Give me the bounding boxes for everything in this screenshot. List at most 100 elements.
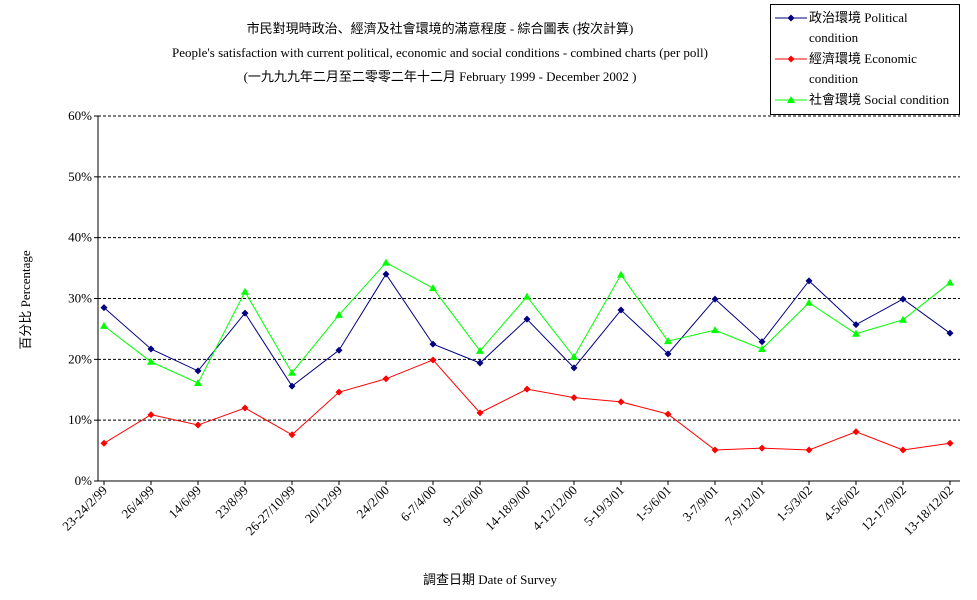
marker [852, 321, 860, 329]
marker [429, 356, 437, 364]
marker [241, 287, 249, 295]
legend-entry: 經濟環境 Economic condition [773, 49, 957, 89]
x-tick-label: 23-24/2/99 [59, 483, 110, 534]
x-tick-label: 1-5/6/01 [632, 483, 674, 525]
marker [946, 439, 954, 447]
marker [617, 306, 625, 314]
y-tick-label: 30% [68, 291, 92, 306]
x-tick-label: 26/4/99 [118, 483, 157, 522]
x-axis-title: 調查日期 Date of Survey [423, 572, 557, 587]
marker [570, 352, 578, 360]
legend-label: 政治環境 Political condition [809, 10, 908, 45]
marker [617, 270, 625, 278]
chart-subtitle: People's satisfaction with current polit… [172, 45, 708, 60]
marker [617, 398, 625, 406]
marker [664, 410, 672, 418]
marker [100, 304, 108, 312]
marker [899, 295, 907, 303]
legend-swatch [775, 55, 807, 63]
marker [147, 345, 155, 353]
marker [288, 431, 296, 439]
marker [335, 388, 343, 396]
marker [523, 292, 531, 300]
x-tick-label: 5-19/3/01 [581, 483, 627, 529]
marker [194, 379, 202, 387]
marker [899, 446, 907, 454]
y-tick-label: 50% [68, 169, 92, 184]
x-tick-label: 14/6/99 [165, 483, 204, 522]
x-tick-label: 3-7/9/01 [679, 483, 721, 525]
marker [241, 309, 249, 317]
marker [476, 359, 484, 367]
series-line [103, 261, 951, 384]
x-tick-label: 1-5/3/02 [773, 483, 815, 525]
marker [523, 385, 531, 393]
marker [288, 368, 296, 376]
marker [194, 367, 202, 375]
marker [758, 444, 766, 452]
series-line [103, 359, 951, 451]
legend-swatch [775, 14, 807, 22]
y-tick-label: 40% [68, 230, 92, 245]
marker [711, 295, 719, 303]
x-tick-label: 24/2/00 [353, 483, 392, 522]
y-tick-label: 20% [68, 351, 92, 366]
series-line [103, 273, 951, 387]
marker [429, 340, 437, 348]
marker [664, 350, 672, 358]
marker [147, 411, 155, 419]
marker [429, 284, 437, 292]
chart-subtitle: (一九九九年二月至二零零二年十二月 February 1999 - Decemb… [244, 69, 637, 84]
marker [194, 421, 202, 429]
marker [382, 375, 390, 383]
marker [946, 278, 954, 286]
marker [787, 14, 795, 22]
x-tick-label: 4-5/6/02 [820, 483, 862, 525]
marker [100, 439, 108, 447]
marker [476, 346, 484, 354]
marker [664, 337, 672, 345]
marker [100, 321, 108, 329]
marker [523, 315, 531, 323]
marker [476, 409, 484, 417]
marker [805, 298, 813, 306]
y-tick-label: 0% [75, 473, 93, 488]
marker [288, 382, 296, 390]
y-axis-title: 百分比 Percentage [18, 250, 33, 350]
marker [805, 446, 813, 454]
y-tick-label: 10% [68, 412, 92, 427]
x-tick-label: 7-9/12/01 [722, 483, 768, 529]
legend-entry: 社會環境 Social condition [773, 90, 957, 110]
marker [787, 96, 795, 103]
legend-label: 社會環境 Social condition [809, 92, 950, 107]
x-tick-label: 20/12/99 [302, 483, 345, 526]
marker [382, 270, 390, 278]
x-tick-label: 14-18/9/00 [482, 483, 533, 534]
marker [382, 258, 390, 266]
legend-label: 經濟環境 Economic condition [809, 51, 917, 86]
marker [335, 346, 343, 354]
marker [852, 329, 860, 337]
x-tick-label: 9-12/6/00 [440, 483, 486, 529]
x-tick-label: 13-18/12/02 [901, 483, 957, 539]
legend-entry: 政治環境 Political condition [773, 8, 957, 48]
chart-title: 市民對現時政治、經濟及社會環境的滿意程度 - 綜合圖表 (按次計算) [247, 21, 634, 36]
marker [335, 310, 343, 318]
marker [758, 344, 766, 352]
legend: 政治環境 Political condition 經濟環境 Economic co… [770, 4, 960, 115]
marker [758, 338, 766, 346]
marker [946, 329, 954, 337]
marker [805, 277, 813, 285]
x-tick-label: 26-27/10/99 [243, 483, 299, 539]
x-tick-label: 4-12/12/00 [529, 483, 580, 534]
marker [787, 55, 795, 63]
marker [899, 315, 907, 323]
marker [711, 446, 719, 454]
x-tick-label: 6-7/4/00 [397, 483, 439, 525]
y-tick-label: 60% [68, 108, 92, 123]
marker [852, 428, 860, 436]
marker [570, 364, 578, 372]
marker [570, 394, 578, 402]
